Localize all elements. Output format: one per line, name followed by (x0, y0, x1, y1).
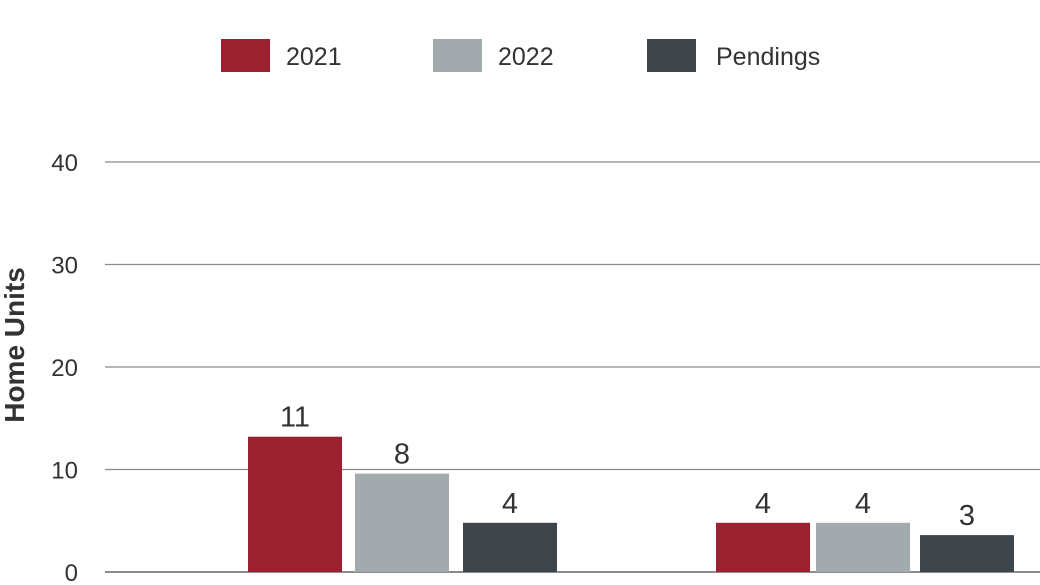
legend-swatch-2022 (433, 39, 482, 72)
data-label: 4 (755, 488, 771, 520)
data-labels: 11 8 4 4 4 3 (280, 402, 975, 532)
legend-label-2022: 2022 (498, 43, 554, 71)
data-label: 4 (855, 488, 871, 520)
y-tick-label: 40 (51, 150, 78, 177)
bar-2021-2 (716, 522, 810, 572)
data-label: 11 (280, 402, 310, 434)
bars (248, 436, 1014, 572)
data-label: 8 (394, 439, 410, 471)
bar-pendings-1 (463, 522, 557, 572)
y-tick-label: 20 (51, 355, 78, 382)
y-tick-label: 0 (65, 560, 78, 585)
y-tick-label: 10 (51, 458, 78, 485)
y-axis-ticks: 0 10 20 30 40 (51, 150, 78, 585)
bar-2021-1 (248, 436, 342, 572)
bar-2022-2 (816, 522, 910, 572)
data-label: 4 (502, 488, 518, 520)
legend-swatch-2021 (221, 39, 270, 72)
bar-pendings-2 (920, 535, 1014, 572)
legend-swatch-pendings (647, 39, 696, 72)
legend: 2021 2022 Pendings (221, 39, 820, 72)
legend-label-pendings: Pendings (716, 43, 820, 71)
data-label: 3 (959, 500, 975, 532)
legend-label-2021: 2021 (286, 43, 342, 71)
y-axis-title: Home Units (0, 267, 30, 423)
y-tick-label: 30 (51, 253, 78, 280)
bar-2022-1 (355, 473, 449, 572)
gridlines (105, 161, 1040, 573)
